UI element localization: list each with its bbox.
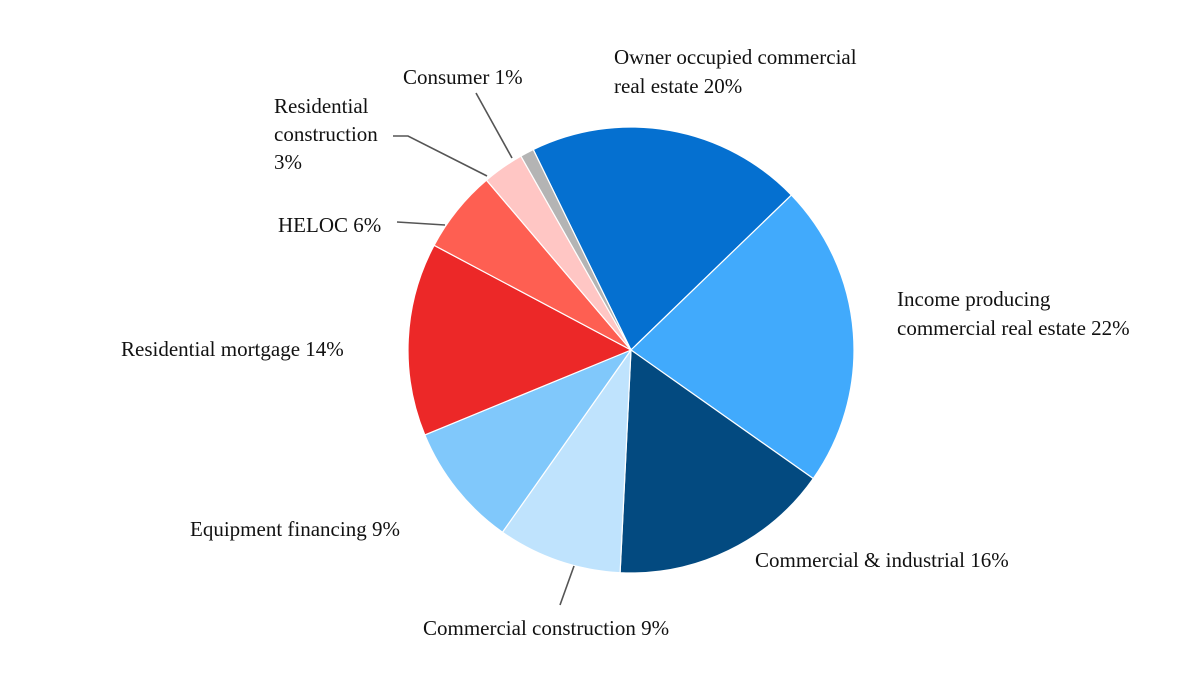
leader-line <box>475 92 513 159</box>
slice-label-line: Residential <box>274 94 369 118</box>
slice-label: Owner occupied commercial real estate 20% <box>614 45 857 98</box>
pie-slice-income-producing-commercial-real-estate <box>630 194 855 480</box>
pie-slice-equipment-financing <box>424 348 633 534</box>
slice-label-line: commercial real estate 22% <box>897 316 1130 340</box>
leader-lines <box>393 92 575 606</box>
pie-slice-consumer <box>520 148 632 351</box>
leader-line <box>396 221 446 226</box>
pie-slice-commercial-construction <box>501 347 632 574</box>
leader-line <box>393 135 488 177</box>
pie-slice-residential-mortgage <box>407 244 633 436</box>
slice-label: HELOC 6% <box>278 213 381 237</box>
pie-slice-commercial-industrial <box>619 348 815 574</box>
slice-label-line: Residential mortgage 14% <box>121 337 344 361</box>
slice-label-line: 3% <box>274 150 302 174</box>
slice-label-line: construction <box>274 122 378 146</box>
leader-line <box>559 565 575 606</box>
slice-label: Residential mortgage 14% <box>121 337 344 361</box>
slice-label-line: Consumer 1% <box>403 65 523 89</box>
slice-label-line: real estate 20% <box>614 74 742 98</box>
slice-label-line: Commercial construction 9% <box>423 616 669 640</box>
slice-label: Equipment financing 9% <box>190 517 400 541</box>
slice-label-line: HELOC 6% <box>278 213 381 237</box>
slice-label: Consumer 1% <box>403 65 523 89</box>
pie-slices <box>407 126 855 574</box>
pie-slice-owner-occupied-commercial-real-estate <box>532 126 793 352</box>
slice-label-line: Income producing <box>897 287 1051 311</box>
slice-label-line: Equipment financing 9% <box>190 517 400 541</box>
slice-labels: Owner occupied commercial real estate 20%… <box>121 45 1130 640</box>
slice-label: Residential construction 3% <box>274 94 378 174</box>
slice-label: Income producing commercial real estate 2… <box>897 287 1130 340</box>
slice-label: Commercial construction 9% <box>423 616 669 640</box>
slice-label-line: Commercial & industrial 16% <box>755 548 1009 572</box>
slice-label: Commercial & industrial 16% <box>755 548 1009 572</box>
slice-label-line: Owner occupied commercial <box>614 45 857 69</box>
